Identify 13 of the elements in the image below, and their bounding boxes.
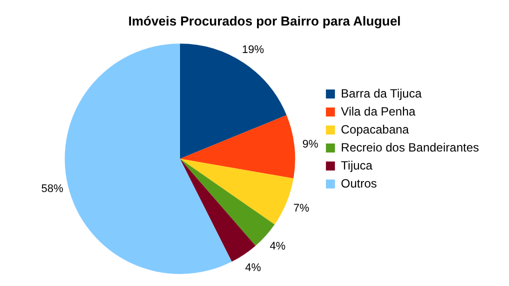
legend-label: Barra da Tijuca (340, 86, 422, 100)
data-label: 4% (270, 240, 286, 252)
legend-label: Recreio dos Bandeirantes (340, 140, 480, 154)
data-label: 19% (242, 44, 264, 56)
legend-label: Outros (340, 176, 377, 190)
chart-title: Imóveis Procurados por Bairro para Aluguel (128, 13, 401, 28)
data-label: 58% (41, 183, 64, 196)
legend-label: Tijuca (340, 158, 373, 172)
data-label: 9% (302, 138, 319, 151)
legend-label: Copacabana (340, 122, 410, 136)
data-label: 7% (293, 202, 310, 215)
data-label: 4% (245, 262, 262, 274)
legend-label: Vila da Penha (340, 104, 416, 118)
